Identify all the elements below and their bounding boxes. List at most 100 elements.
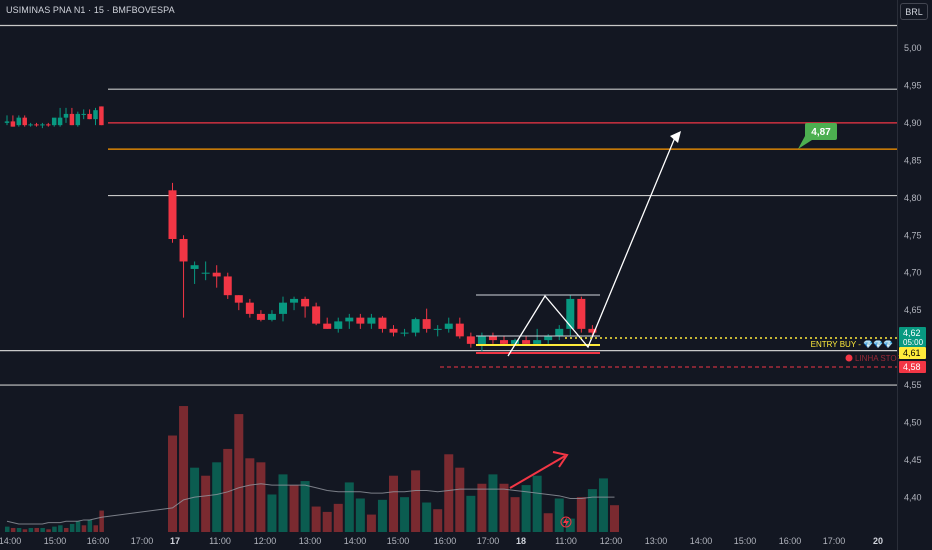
volume-bar bbox=[554, 498, 564, 532]
candle-body bbox=[57, 117, 63, 126]
x-axis-tick-label: 14:00 bbox=[690, 536, 713, 546]
volume-bar bbox=[499, 483, 509, 532]
candle-body bbox=[323, 323, 332, 329]
volume-bar bbox=[521, 485, 531, 532]
stop-zone-line bbox=[476, 352, 600, 354]
candle-body bbox=[201, 272, 210, 274]
volume-trend-arrow bbox=[509, 455, 566, 489]
volume-bar bbox=[422, 502, 432, 532]
y-axis-tick-label: 4,95 bbox=[904, 80, 922, 90]
candle-body bbox=[500, 340, 508, 344]
volume-bar bbox=[34, 527, 39, 532]
candle-body bbox=[75, 113, 81, 126]
target-label-pointer bbox=[798, 136, 812, 149]
volume-bar bbox=[377, 499, 387, 532]
candle-body bbox=[10, 121, 16, 127]
x-axis-tick-label: 17:00 bbox=[131, 536, 154, 546]
candle-body bbox=[267, 313, 276, 320]
currency-button[interactable]: BRL bbox=[900, 3, 928, 20]
candle-body bbox=[511, 340, 520, 344]
volume-bar bbox=[64, 527, 69, 532]
x-axis-tick-label: 13:00 bbox=[645, 536, 668, 546]
volume-bar bbox=[212, 462, 222, 532]
candle-body bbox=[223, 276, 232, 296]
volume-bar bbox=[543, 513, 553, 532]
volume-bar bbox=[10, 527, 16, 532]
volume-bar bbox=[587, 489, 597, 532]
volume-bar bbox=[311, 506, 321, 532]
target-label-box bbox=[805, 123, 837, 140]
volume-bar bbox=[245, 458, 255, 532]
volume-bar bbox=[455, 467, 465, 532]
volume-bar bbox=[433, 509, 443, 532]
volume-bar bbox=[333, 503, 343, 532]
stop-label: LINHA STOP bbox=[855, 354, 902, 363]
candle-body bbox=[93, 110, 98, 120]
x-axis-tick-label: 16:00 bbox=[779, 536, 802, 546]
candle-body bbox=[234, 295, 243, 303]
volume-bar bbox=[267, 494, 277, 532]
event-lightning-icon bbox=[563, 517, 569, 527]
volume-bar bbox=[69, 523, 75, 532]
volume-trend-arrowhead bbox=[552, 451, 569, 468]
symbol-title: USIMINAS PNA N1 · 15 · BMFBOVESPA bbox=[6, 5, 175, 15]
stop-marker-icon bbox=[845, 354, 853, 362]
candle-body bbox=[378, 317, 387, 329]
x-axis-tick-label: 14:00 bbox=[0, 536, 21, 546]
x-axis-tick-label: 15:00 bbox=[734, 536, 757, 546]
candle-body bbox=[40, 124, 45, 126]
candle-body bbox=[179, 238, 188, 262]
x-axis-tick-label: 12:00 bbox=[600, 536, 623, 546]
candle-body bbox=[488, 336, 497, 341]
price-label-countdown: 05:00 bbox=[903, 338, 924, 347]
x-axis-tick-label: 17:00 bbox=[823, 536, 846, 546]
price-label-text: 4,61 bbox=[903, 348, 921, 358]
volume-bar bbox=[93, 525, 98, 532]
volume-bar bbox=[190, 467, 200, 532]
candle-body bbox=[22, 117, 27, 126]
candle-body bbox=[345, 317, 354, 322]
volume-bar bbox=[58, 525, 63, 532]
candle-body bbox=[212, 272, 221, 277]
projection-path bbox=[507, 134, 677, 357]
candle-body bbox=[400, 332, 409, 334]
x-axis-tick-label: 13:00 bbox=[299, 536, 322, 546]
volume-bar bbox=[322, 511, 332, 532]
y-axis-tick-label: 4,40 bbox=[904, 492, 922, 502]
y-axis-tick-label: 4,85 bbox=[904, 155, 922, 165]
volume-bar bbox=[355, 498, 365, 532]
x-axis-tick-label: 17:00 bbox=[477, 536, 500, 546]
candle-body bbox=[444, 323, 453, 329]
volume-bar bbox=[532, 475, 542, 532]
price-label-box bbox=[899, 347, 926, 359]
candle-body bbox=[301, 298, 310, 307]
volume-bar bbox=[75, 521, 81, 532]
candle-body bbox=[245, 302, 254, 314]
x-axis-tick-label: 16:00 bbox=[434, 536, 457, 546]
candle-body bbox=[334, 321, 343, 329]
candle-body bbox=[28, 124, 33, 126]
volume-bar bbox=[5, 526, 10, 532]
projection-arrowhead bbox=[670, 131, 681, 143]
volume-bar bbox=[411, 470, 421, 532]
volume-bar bbox=[488, 474, 498, 532]
x-axis-tick-label: 12:00 bbox=[254, 536, 277, 546]
x-axis-tick-label: 20 bbox=[873, 536, 883, 546]
price-label-text: 4,62 bbox=[903, 328, 921, 338]
x-axis-tick-label: 15:00 bbox=[44, 536, 67, 546]
volume-bar bbox=[168, 435, 177, 532]
y-axis-tick-label: 4,90 bbox=[904, 118, 922, 128]
volume-bar bbox=[179, 406, 189, 532]
volume-bar bbox=[28, 527, 34, 532]
volume-bar bbox=[400, 497, 410, 532]
candle-body bbox=[34, 124, 39, 126]
event-marker-icon bbox=[560, 516, 572, 528]
candle-body bbox=[555, 328, 564, 337]
candle-body bbox=[588, 328, 597, 333]
x-axis-tick-label: 11:00 bbox=[555, 536, 577, 546]
candle-body bbox=[466, 336, 475, 344]
entry-zone-line bbox=[476, 344, 600, 346]
x-axis-tick-label: 15:00 bbox=[387, 536, 410, 546]
